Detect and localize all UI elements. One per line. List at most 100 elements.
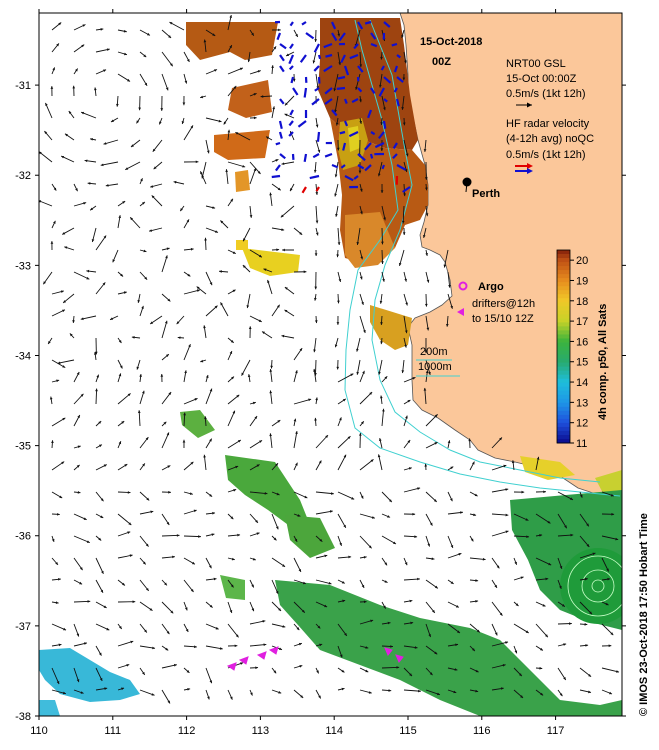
current-arrowhead (150, 321, 154, 324)
current-arrowhead (196, 286, 200, 290)
current-arrowhead (428, 371, 431, 375)
current-arrowhead (407, 440, 411, 443)
current-arrowhead (378, 371, 381, 375)
current-arrowhead (219, 270, 222, 273)
colorbar-cell (557, 334, 570, 339)
current-arrowhead (525, 518, 529, 521)
current-arrowhead (237, 533, 241, 537)
current-arrowhead (425, 253, 429, 256)
hf-vector (370, 131, 376, 136)
current-arrowhead (447, 440, 451, 444)
current-arrowhead (277, 187, 281, 191)
hf-vector (312, 153, 320, 159)
current-arrowhead (343, 524, 346, 528)
current-arrow (425, 413, 438, 427)
current-arrowhead (608, 644, 612, 648)
current-arrowhead (144, 276, 148, 280)
hf-vector (303, 87, 308, 98)
current-arrowhead (384, 562, 388, 566)
lat-tick-label: -34 (15, 350, 31, 362)
gsl-legend-line3: 0.5m/s (1kt 12h) (506, 88, 585, 100)
current-arrowhead (341, 669, 345, 673)
current-arrowhead (404, 344, 407, 348)
current-arrow (337, 373, 354, 383)
current-arrowhead (520, 576, 524, 580)
current-arrowhead (303, 270, 307, 274)
current-arrow (205, 645, 223, 650)
hf-vector (364, 142, 372, 151)
current-arrowhead (212, 33, 216, 36)
hf-vector (392, 142, 398, 150)
hf-vector (331, 163, 339, 169)
current-arrowhead (51, 538, 55, 542)
current-arrowhead (93, 351, 97, 355)
current-arrowhead (359, 99, 362, 103)
current-arrowhead (127, 393, 131, 397)
current-arrowhead (220, 302, 223, 306)
current-arrowhead (405, 302, 408, 306)
current-arrowhead (242, 265, 246, 268)
current-arrowhead (100, 28, 104, 31)
current-arrowhead (422, 234, 426, 238)
current-arrowhead (106, 627, 110, 631)
current-arrowhead (207, 696, 210, 700)
current-arrowhead (137, 410, 141, 413)
time-title: 00Z (432, 56, 451, 68)
current-arrowhead (426, 327, 430, 331)
colorbar-tick-label: 20 (576, 255, 588, 267)
warm-eddy (560, 548, 622, 624)
current-arrowhead (83, 517, 87, 520)
current-arrow (535, 513, 551, 524)
current-arrow (579, 601, 593, 615)
current-arrowhead (360, 256, 364, 260)
current-arrowhead (499, 612, 503, 616)
current-arrowhead (146, 497, 150, 501)
current-arrow (491, 641, 509, 647)
current-arrowhead (259, 440, 263, 443)
current-arrowhead (49, 396, 53, 400)
current-arrowhead (295, 33, 298, 37)
colorbar-tick-label: 19 (576, 275, 588, 287)
current-arrowhead (76, 371, 80, 375)
current-arrowhead (267, 279, 270, 283)
current-arrowhead (100, 163, 104, 167)
hf-legend-line1: HF radar velocity (506, 118, 590, 130)
current-arrowhead (168, 35, 172, 38)
current-arrowhead (235, 132, 239, 135)
current-arrowhead (402, 77, 406, 81)
current-arrow (125, 161, 141, 171)
drifters-line2: to 15/10 12Z (472, 313, 534, 325)
current-arrowhead (559, 585, 562, 589)
current-arrowhead (233, 488, 237, 492)
current-arrowhead (91, 239, 95, 243)
current-arrowhead (142, 463, 145, 467)
current-arrowhead (336, 254, 340, 258)
current-arrowhead (239, 67, 243, 71)
hf-vector (396, 164, 407, 171)
current-arrowhead (104, 687, 108, 690)
current-arrowhead (298, 642, 302, 646)
current-arrowhead (220, 220, 224, 224)
current-arrowhead (39, 200, 42, 203)
current-arrowhead (160, 108, 164, 111)
current-arrowhead (473, 513, 477, 517)
current-arrowhead (384, 376, 388, 380)
current-arrowhead (356, 242, 360, 245)
current-arrowhead (360, 495, 364, 499)
current-arrowhead (295, 370, 298, 374)
current-arrowhead (359, 188, 363, 192)
current-arrowhead (350, 373, 354, 377)
current-arrowhead (404, 562, 408, 566)
current-arrow (315, 491, 334, 495)
current-arrowhead (348, 555, 352, 559)
current-arrowhead (209, 493, 213, 497)
colorbar-title: 4h comp. p50, All Sats (597, 304, 609, 420)
gsl-scale-arrowhead (527, 102, 532, 108)
current-arrowhead (347, 436, 351, 440)
current-arrow (161, 534, 180, 537)
current-arrowhead (144, 82, 148, 86)
current-arrowhead (43, 281, 46, 285)
current-arrowhead (428, 634, 431, 638)
current-arrowhead (166, 522, 170, 526)
current-arrowhead (474, 493, 478, 497)
